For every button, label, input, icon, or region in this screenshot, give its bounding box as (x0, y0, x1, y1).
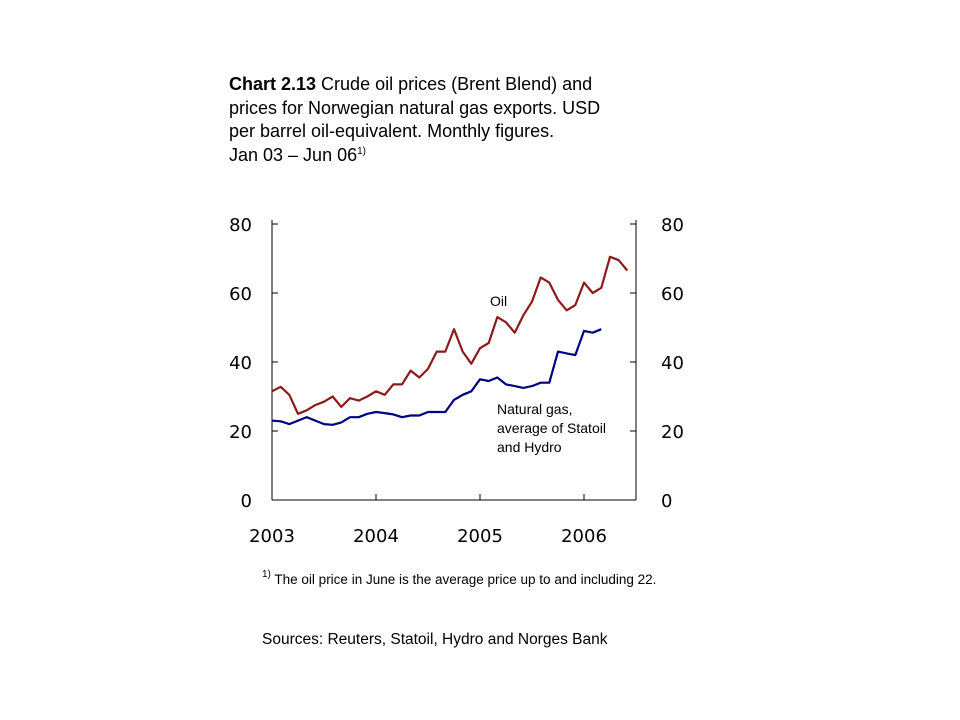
x-tick-label: 2005 (457, 526, 503, 547)
oil-price-line (271, 255, 629, 415)
y-tick-label-left: 20 (229, 422, 252, 443)
y-tick-label-right: 40 (661, 353, 684, 374)
x-tick-label: 2004 (353, 526, 399, 547)
gas-series-label-line1: Natural gas, (497, 401, 572, 417)
chart-title: Chart 2.13 Crude oil prices (Brent Blend… (229, 73, 669, 167)
y-tick-label-right: 80 (661, 215, 684, 236)
x-tick-label: 2006 (561, 526, 607, 547)
chart-number: Chart 2.13 (229, 74, 317, 94)
footnote-marker: 1) (262, 569, 271, 580)
gas-series-label-line2: average of Statoil (497, 420, 606, 436)
gas-price-line (271, 328, 602, 426)
title-footnote-marker: 1) (357, 145, 367, 157)
y-tick-label-right: 0 (661, 491, 672, 512)
footnote: 1) The oil price in June is the average … (262, 570, 662, 589)
title-line2: prices for Norwegian natural gas exports… (229, 97, 601, 118)
gas-series-label-line3: and Hydro (497, 439, 562, 455)
title-line4: Jan 03 – Jun 06 (229, 144, 358, 165)
footnote-text: The oil price in June is the average pri… (270, 572, 657, 587)
x-tick-label: 2003 (249, 526, 295, 547)
title-line1: Crude oil prices (Brent Blend) and (316, 74, 593, 94)
y-tick-label-right: 60 (661, 284, 684, 305)
chart-annotations: Oil Natural gas, average of Statoil and … (490, 293, 606, 455)
y-tick-label-left: 80 (229, 215, 252, 236)
sources-note: Sources: Reuters, Statoil, Hydro and Nor… (262, 631, 608, 648)
oil-series-label: Oil (490, 293, 507, 309)
y-tick-label-left: 60 (229, 284, 252, 305)
y-tick-label-left: 40 (229, 353, 252, 374)
y-tick-label-right: 20 (661, 422, 684, 443)
y-tick-label-left: 0 (241, 491, 252, 512)
chart-series (271, 255, 629, 426)
chart-axes: 0 0 20 20 40 40 60 60 80 80 2003 2004 2005 2006 (229, 215, 684, 547)
title-line3: per barrel oil-equivalent. Monthly figur… (229, 121, 555, 141)
